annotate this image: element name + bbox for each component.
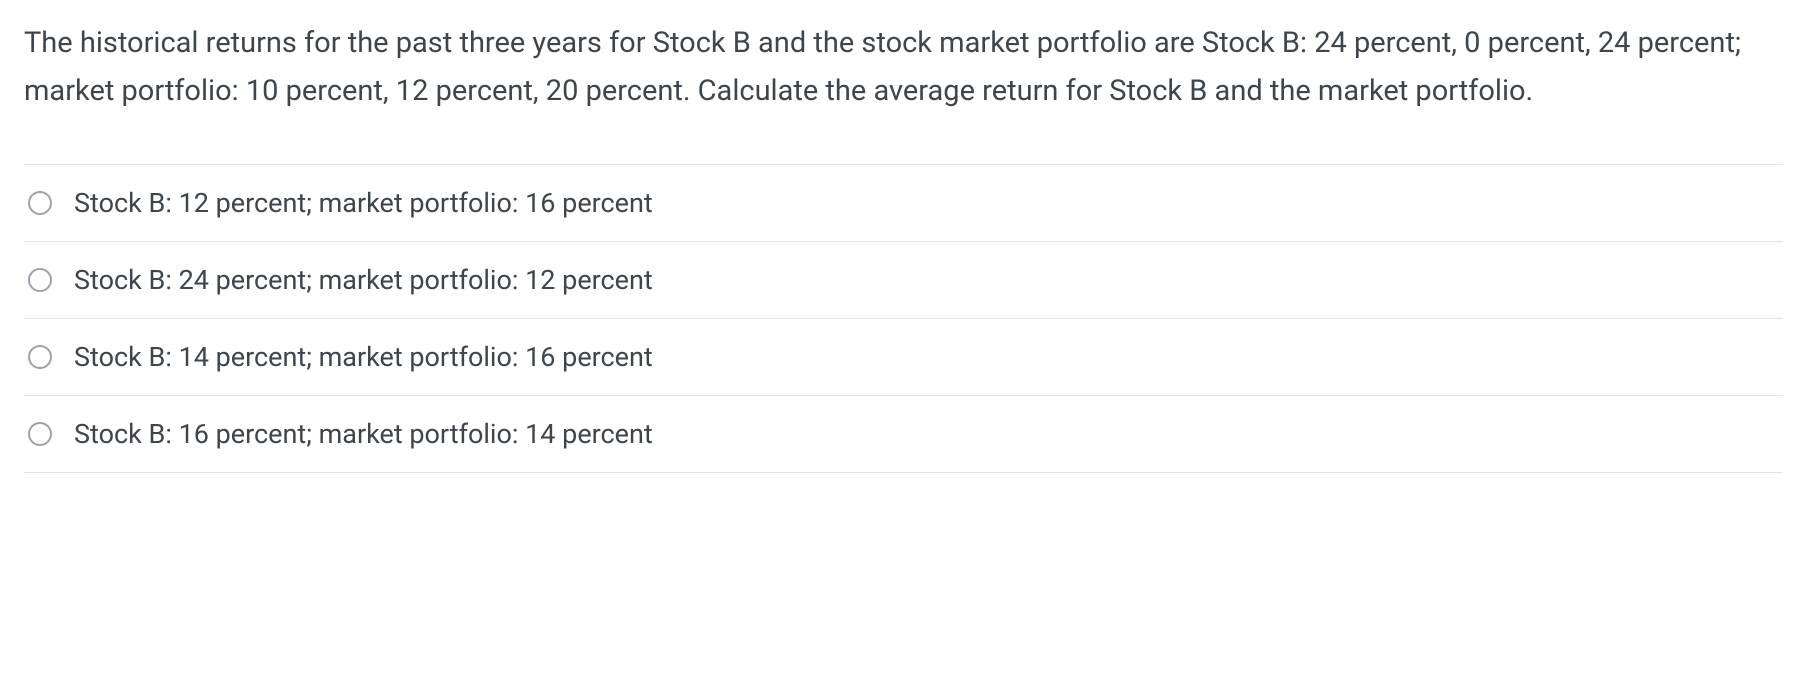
option-row[interactable]: Stock B: 14 percent; market portfolio: 1… bbox=[24, 319, 1783, 396]
option-row[interactable]: Stock B: 12 percent; market portfolio: 1… bbox=[24, 165, 1783, 242]
radio-icon[interactable] bbox=[28, 191, 52, 215]
option-label: Stock B: 16 percent; market portfolio: 1… bbox=[74, 418, 653, 450]
option-label: Stock B: 12 percent; market portfolio: 1… bbox=[74, 187, 653, 219]
radio-icon[interactable] bbox=[28, 268, 52, 292]
question-text: The historical returns for the past thre… bbox=[24, 20, 1783, 116]
option-label: Stock B: 14 percent; market portfolio: 1… bbox=[74, 341, 653, 373]
radio-icon[interactable] bbox=[28, 345, 52, 369]
option-row[interactable]: Stock B: 16 percent; market portfolio: 1… bbox=[24, 396, 1783, 473]
option-label: Stock B: 24 percent; market portfolio: 1… bbox=[74, 264, 653, 296]
option-row[interactable]: Stock B: 24 percent; market portfolio: 1… bbox=[24, 242, 1783, 319]
options-list: Stock B: 12 percent; market portfolio: 1… bbox=[24, 164, 1783, 473]
radio-icon[interactable] bbox=[28, 422, 52, 446]
